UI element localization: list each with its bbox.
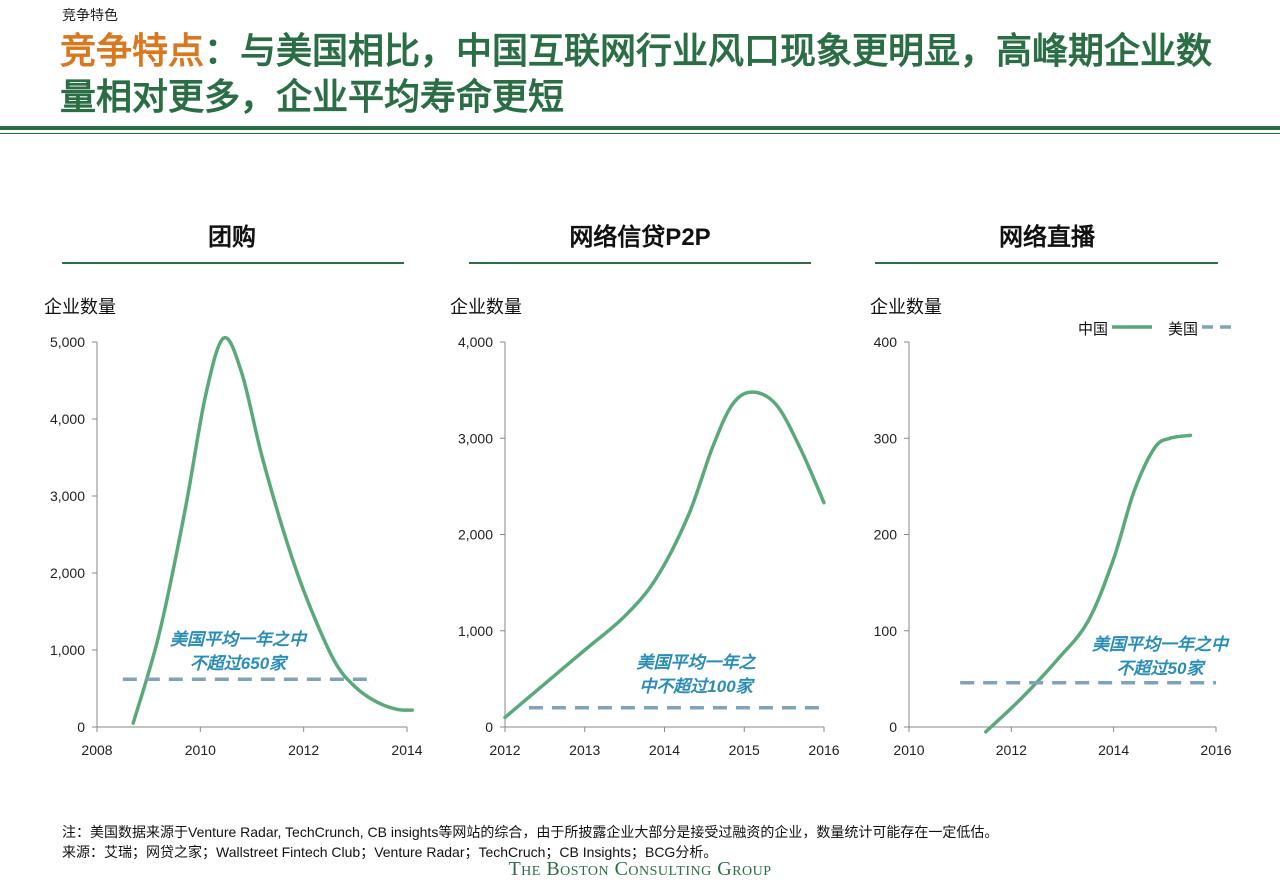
y-tick-label: 2,000 (458, 527, 493, 543)
series-line-china (503, 390, 826, 720)
legend-label-china: 中国 (1078, 321, 1108, 338)
y-axis-label: 企业数量 (870, 297, 942, 317)
series-line-china (984, 433, 1193, 734)
annotation-line: 不超过50家 (1117, 659, 1207, 678)
footnote: 注：美国数据来源于Venture Radar, TechCrunch, CB i… (62, 822, 998, 862)
x-tick-label: 2012 (489, 742, 520, 758)
y-tick-label: 4,000 (50, 411, 85, 427)
page-headline: 竞争特点：与美国相比，中国互联网行业风口现象更明显，高峰期企业数量相对更多，企业… (60, 28, 1240, 120)
y-tick-label: 0 (77, 719, 85, 735)
y-axis-label: 企业数量 (450, 297, 522, 317)
x-tick-label: 2016 (1200, 742, 1231, 758)
y-tick-label: 0 (485, 719, 493, 735)
y-tick-label: 1,000 (50, 642, 85, 658)
y-tick-label: 100 (874, 623, 898, 639)
legend-label-usa: 美国 (1168, 321, 1198, 338)
headline-text: ：与美国相比，中国互联网行业风口现象更明显，高峰期企业数量相对更多，企业平均寿命… (60, 30, 1213, 117)
series-line-china (131, 335, 414, 725)
annotation-line: 美国平均一年之中 (170, 630, 308, 649)
footnote-source: 来源：艾瑞；网贷之家；Wallstreet Fintech Club；Ventu… (62, 844, 718, 860)
annotation-line: 不超过650家 (190, 654, 289, 673)
y-tick-label: 0 (889, 719, 897, 735)
x-tick-label: 2010 (185, 742, 216, 758)
x-tick-label: 2015 (729, 742, 760, 758)
x-tick-label: 2016 (808, 742, 839, 758)
footnote-note: 注：美国数据来源于Venture Radar, TechCrunch, CB i… (62, 824, 999, 840)
y-tick-label: 200 (874, 527, 898, 543)
annotation-line: 美国平均一年之 (637, 653, 757, 672)
brand-wordmark: The Boston Consulting Group (508, 858, 772, 880)
annotation-line: 中不超过100家 (639, 677, 755, 696)
y-axis-label: 企业数量 (44, 297, 116, 317)
header-rule-thin (0, 133, 1280, 134)
headline-accent: 竞争特点 (60, 30, 205, 71)
y-tick-label: 3,000 (50, 488, 85, 504)
x-tick-label: 2008 (81, 742, 112, 758)
y-tick-label: 1,000 (458, 623, 493, 639)
y-tick-label: 300 (874, 430, 898, 446)
annotation-line: 美国平均一年之中 (1092, 635, 1230, 654)
x-tick-label: 2012 (288, 742, 319, 758)
y-tick-label: 4,000 (458, 334, 493, 350)
x-tick-label: 2014 (649, 742, 680, 758)
header-rule-thick (0, 126, 1280, 130)
chart-title: 团购 (208, 224, 256, 251)
y-tick-label: 5,000 (50, 334, 85, 350)
section-tag: 竞争特色 (62, 7, 118, 23)
x-tick-label: 2014 (1098, 742, 1129, 758)
chart-title: 网络信贷P2P (569, 223, 710, 251)
y-tick-label: 400 (874, 334, 898, 350)
chart-title: 网络直播 (999, 223, 1096, 251)
y-tick-label: 2,000 (50, 565, 85, 581)
chart-2: 网络信贷P2P 企业数量 0 1,000 2,000 3,000 4,000 2012 2013… (450, 223, 840, 758)
y-tick-label: 3,000 (458, 430, 493, 446)
x-tick-label: 2010 (893, 742, 924, 758)
x-tick-label: 2013 (569, 742, 600, 758)
x-tick-label: 2012 (996, 742, 1027, 758)
x-tick-label: 2014 (391, 742, 422, 758)
chart-legend: 中国 美国 (1078, 321, 1238, 338)
